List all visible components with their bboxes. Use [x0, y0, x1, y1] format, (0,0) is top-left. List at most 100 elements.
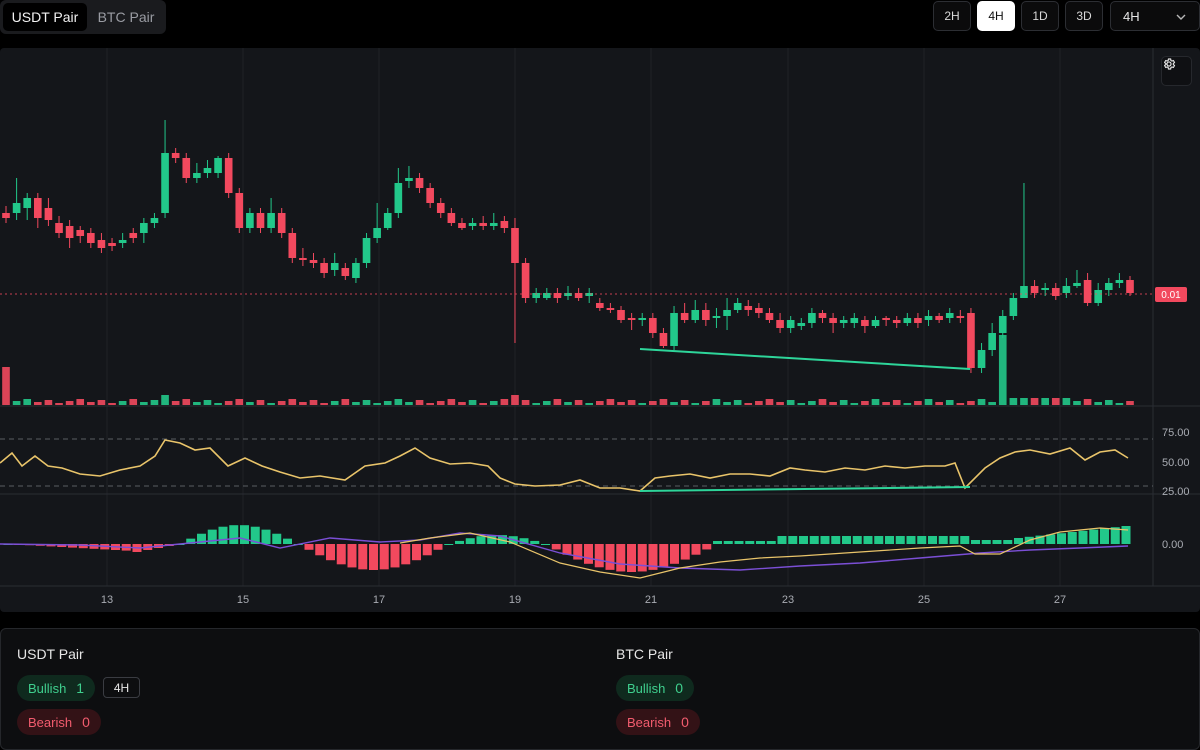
timeframe-2h-button[interactable]: 2H [933, 1, 971, 31]
candle-body [553, 293, 562, 298]
volume-bar [553, 399, 562, 405]
tab-btc-pair[interactable]: BTC Pair [97, 9, 155, 25]
volume-bar [744, 403, 753, 405]
macd-histogram-bar [928, 536, 937, 544]
volume-bar [808, 401, 816, 405]
candle-body [203, 168, 212, 173]
macd-histogram-bar [186, 538, 196, 544]
macd-histogram-bar [960, 536, 970, 544]
candles [2, 120, 1134, 373]
macd-histogram-bar [573, 544, 583, 560]
macd-histogram-bar [1121, 526, 1131, 544]
bearish-label: Bearish [627, 714, 672, 730]
timeframe-1d-button[interactable]: 1D [1021, 1, 1059, 31]
volume-bar [882, 402, 890, 405]
btc-bullish-badge[interactable]: Bullish 0 [616, 675, 695, 701]
volume-bar [1030, 398, 1039, 405]
chart-settings-button[interactable] [1161, 56, 1192, 86]
candle-body [267, 213, 275, 228]
x-axis-tick-label: 23 [782, 594, 794, 606]
candle-body [55, 223, 63, 233]
usdt-timeframe-chip[interactable]: 4H [103, 677, 140, 698]
chart-panel[interactable]: 0.01 13 15 17 19 21 23 25 27 75.00 50.00 25.00 0.00 [0, 48, 1200, 612]
macd-histogram-bar [326, 544, 335, 561]
macd-histogram-bar [551, 544, 561, 550]
volume-bar [956, 403, 965, 405]
candle-body [627, 318, 636, 320]
macd-histogram-bar [1067, 532, 1077, 544]
macd-histogram-bar [670, 544, 679, 564]
macd-histogram-bar [895, 536, 905, 544]
macd-histogram-bar [1089, 529, 1099, 544]
volume-bar [712, 399, 721, 405]
volume-bar [670, 402, 678, 405]
candle-body [977, 350, 986, 368]
volume-bar [23, 399, 32, 405]
volume-bar [638, 403, 647, 405]
macd-histogram-bar [401, 544, 411, 565]
timeframe-select-value: 4H [1123, 8, 1140, 24]
macd-histogram-bar [949, 536, 959, 544]
candle-body [988, 333, 996, 350]
volume-bar [362, 400, 371, 405]
candle-body [468, 223, 477, 226]
volume-bar [12, 401, 21, 405]
macd-histogram-bar [723, 541, 733, 544]
volume-bar [383, 401, 392, 405]
volume-bar [426, 403, 434, 405]
candle-body [935, 316, 943, 320]
candle-body [945, 313, 954, 318]
macd-histogram-bar [562, 544, 572, 555]
tab-usdt-pair[interactable]: USDT Pair [3, 3, 87, 31]
macd-histogram-bar [648, 544, 658, 570]
usdt-bullish-badge[interactable]: Bullish 1 [17, 675, 96, 701]
volume-bar [309, 400, 318, 405]
macd-histogram-bar [605, 544, 615, 570]
timeframe-3d-button[interactable]: 3D [1065, 1, 1103, 31]
x-axis-tick-label: 15 [237, 594, 249, 606]
timeframe-4h-button[interactable]: 4H [977, 1, 1015, 31]
candle-body [649, 318, 657, 333]
candle-body [659, 333, 668, 346]
candle-body [277, 213, 286, 233]
volume-bar [1126, 401, 1134, 405]
volume-bar [532, 403, 541, 405]
volume-bar [182, 399, 191, 405]
macd-histogram-bar [541, 544, 550, 545]
volume-bar [330, 401, 339, 405]
volume-bar [129, 399, 138, 405]
macd-histogram-bar [874, 536, 884, 544]
candle-body [394, 183, 403, 213]
volume-bar [140, 402, 148, 405]
macd-histogram-bar [197, 533, 206, 544]
candle-body [150, 218, 159, 223]
candle-body [829, 318, 837, 323]
btc-bearish-badge[interactable]: Bearish 0 [616, 709, 700, 735]
macd-histogram-bar [304, 544, 314, 550]
macd-histogram-bar [906, 536, 916, 544]
candle-body [776, 320, 784, 328]
volume-bar [776, 402, 784, 405]
volume-bar [733, 400, 742, 405]
usdt-bearish-badge[interactable]: Bearish 0 [17, 709, 101, 735]
candle-body [246, 213, 254, 228]
candle-body [65, 226, 74, 238]
price-chart[interactable]: 0.01 13 15 17 19 21 23 25 27 75.00 50.00 25.00 0.00 [0, 48, 1200, 612]
volume-bar [373, 403, 381, 405]
volume-bar [288, 399, 297, 405]
volume-bar [977, 399, 986, 405]
macd-histogram-bar [702, 544, 712, 550]
timeframe-select[interactable]: 4H [1110, 1, 1200, 31]
volume-bar [829, 402, 837, 405]
candle-body [288, 233, 297, 258]
signal-title-btc: BTC Pair [616, 646, 673, 662]
candle-body [479, 223, 487, 226]
candle-body [542, 293, 551, 298]
candle-body [193, 173, 201, 178]
candle-body [12, 203, 21, 213]
candle-body [224, 158, 233, 193]
candle-body [129, 233, 138, 238]
macd-histogram-bar [831, 536, 841, 544]
gear-icon [1163, 58, 1176, 70]
macd-histogram-bar [1035, 535, 1045, 544]
